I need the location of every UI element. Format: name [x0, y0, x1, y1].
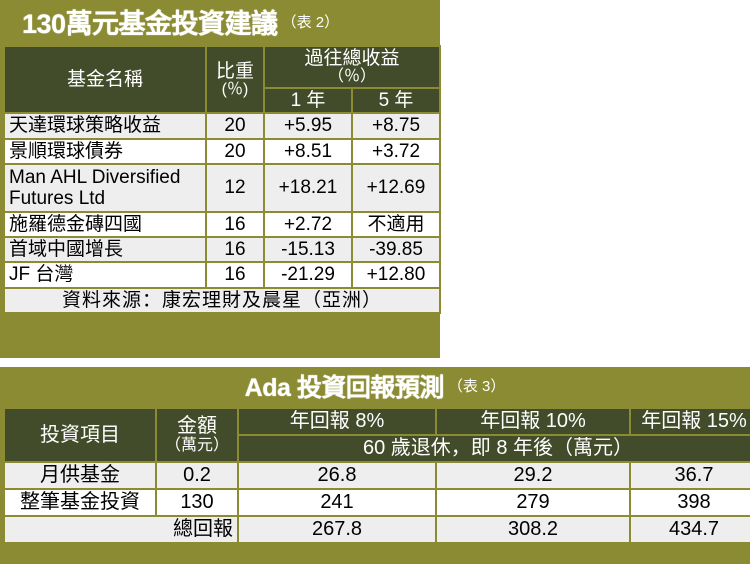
header-fund-name: 基金名稱: [5, 47, 205, 113]
cell-fund-name: 施羅德金磚四國: [5, 212, 205, 237]
cell-return-8: 26.8: [239, 463, 435, 488]
header-amount: 金額 （萬元）: [157, 409, 237, 461]
header-past-return-label: 過往總收益: [304, 48, 400, 69]
cell-return-1y: -21.29: [265, 263, 351, 287]
cell-invest-item: 整筆基金投資: [5, 490, 155, 515]
table-row: Man AHL Diversified Futures Ltd 12 +18.2…: [5, 164, 440, 211]
header-past-return: 過往總收益 （％）: [265, 47, 440, 88]
table1-header-row-1: 基金名稱 比重 (％) 過往總收益 （％）: [5, 47, 440, 113]
cell-return-8: 241: [239, 490, 435, 515]
fund-investment-table-panel: 130萬元基金投資建議 （表 2） 基金名稱 比重 (％) 過往總收益: [0, 0, 442, 358]
cell-return-5y: +12.80: [353, 263, 440, 287]
source-note: 資料來源：康宏理財及晨星（亞洲）: [5, 288, 440, 312]
cell-fund-name: 首域中國增長: [5, 238, 205, 262]
ada-return-forecast-panel: Ada 投資回報預測 （表 3） 投資項目 金額 （萬元） 年回報 8%: [0, 367, 750, 564]
header-return-15: 年回報 15%: [631, 409, 750, 434]
table1-grid-wrap: 基金名稱 比重 (％) 過往總收益 （％） 1 年 5 年: [0, 42, 442, 358]
table2-head: 投資項目 金額 （萬元） 年回報 8% 年回報 10% 年回報 15% 60 歲…: [5, 409, 750, 461]
cell-return-1y: -15.13: [265, 238, 351, 262]
cell-return-5y: +8.75: [353, 114, 440, 138]
table-row: 首域中國增長 16 -15.13 -39.85: [5, 238, 440, 262]
table-row: 施羅德金磚四國 16 +2.72 不適用: [5, 212, 440, 237]
ada-return-forecast-table: 投資項目 金額 （萬元） 年回報 8% 年回報 10% 年回報 15% 60 歲…: [3, 407, 750, 544]
cell-fund-name: 景順環球債券: [5, 139, 205, 163]
cell-amount: 130: [157, 490, 237, 515]
cell-weight: 16: [207, 212, 263, 237]
table-row: 景順環球債券 20 +8.51 +3.72: [5, 139, 440, 163]
cell-return-1y: +8.51: [265, 139, 351, 163]
cell-weight: 20: [207, 139, 263, 163]
fund-investment-table: 基金名稱 比重 (％) 過往總收益 （％） 1 年 5 年: [3, 45, 442, 314]
table-row: 月供基金 0.2 26.8 29.2 36.7: [5, 463, 750, 488]
table2-body: 月供基金 0.2 26.8 29.2 36.7 整筆基金投資 130 241 2…: [5, 463, 750, 542]
header-amount-label: 金額: [177, 415, 217, 438]
total-label: 總回報: [5, 517, 237, 542]
total-return-15: 434.7: [631, 517, 750, 542]
header-year-1: 1 年: [265, 89, 351, 113]
cell-return-1y: +5.95: [265, 114, 351, 138]
table1-title-suffix: （表 2）: [281, 13, 340, 31]
table2-grid-wrap: 投資項目 金額 （萬元） 年回報 8% 年回報 10% 年回報 15% 60 歲…: [0, 404, 750, 564]
table1-title: 130萬元基金投資建議: [22, 8, 278, 39]
cell-return-5y: +12.69: [353, 164, 440, 211]
table2-header-row-1: 投資項目 金額 （萬元） 年回報 8% 年回報 10% 年回報 15%: [5, 409, 750, 461]
header-weight: 比重 (％): [207, 47, 263, 113]
cell-return-1y: +18.21: [265, 164, 351, 211]
table-row: 天達環球策略收益 20 +5.95 +8.75: [5, 114, 440, 138]
cell-amount: 0.2: [157, 463, 237, 488]
header-return-8: 年回報 8%: [239, 409, 435, 434]
table2-title: Ada 投資回報預測: [244, 373, 445, 402]
cell-return-10: 279: [437, 490, 629, 515]
cell-return-1y: +2.72: [265, 212, 351, 237]
table2-title-bar: Ada 投資回報預測 （表 3）: [0, 367, 750, 404]
cell-weight: 12: [207, 164, 263, 211]
cell-invest-item: 月供基金: [5, 463, 155, 488]
table-row: JF 台灣 16 -21.29 +12.80: [5, 263, 440, 287]
header-return-10: 年回報 10%: [437, 409, 629, 434]
table2-title-suffix: （表 3）: [447, 378, 506, 395]
table2-total-row: 總回報 267.8 308.2 434.7: [5, 517, 750, 542]
cell-return-5y: 不適用: [353, 212, 440, 237]
cell-fund-name: JF 台灣: [5, 263, 205, 287]
header-invest-item: 投資項目: [5, 409, 155, 461]
cell-weight: 16: [207, 263, 263, 287]
cell-weight: 16: [207, 238, 263, 262]
cell-return-5y: +3.72: [353, 139, 440, 163]
cell-fund-name: 天達環球策略收益: [5, 114, 205, 138]
header-retirement-note: 60 歲退休，即 8 年後（萬元）: [239, 436, 750, 461]
table1-header-row-2: 1 年 5 年: [5, 89, 440, 113]
cell-fund-name: Man AHL Diversified Futures Ltd: [5, 164, 205, 211]
cell-return-15: 36.7: [631, 463, 750, 488]
cell-weight: 20: [207, 114, 263, 138]
header-weight-label: 比重: [215, 60, 254, 82]
table-row: 整筆基金投資 130 241 279 398: [5, 490, 750, 515]
table1-source-row: 資料來源：康宏理財及晨星（亞洲）: [5, 288, 440, 312]
header-amount-unit: （萬元）: [164, 436, 229, 454]
cell-return-5y: -39.85: [353, 238, 440, 262]
header-past-return-unit: （％）: [328, 68, 377, 86]
table1-body: 天達環球策略收益 20 +5.95 +8.75 景順環球債券 20 +8.51 …: [5, 114, 440, 312]
table2-header-row-2: 60 歲退休，即 8 年後（萬元）: [5, 436, 750, 461]
cell-return-15: 398: [631, 490, 750, 515]
table1-title-bar: 130萬元基金投資建議 （表 2）: [0, 0, 440, 42]
header-weight-unit: (％): [221, 80, 249, 98]
total-return-8: 267.8: [239, 517, 435, 542]
total-return-10: 308.2: [437, 517, 629, 542]
cell-return-10: 29.2: [437, 463, 629, 488]
header-year-5: 5 年: [353, 89, 440, 113]
table1-head: 基金名稱 比重 (％) 過往總收益 （％） 1 年 5 年: [5, 47, 440, 113]
